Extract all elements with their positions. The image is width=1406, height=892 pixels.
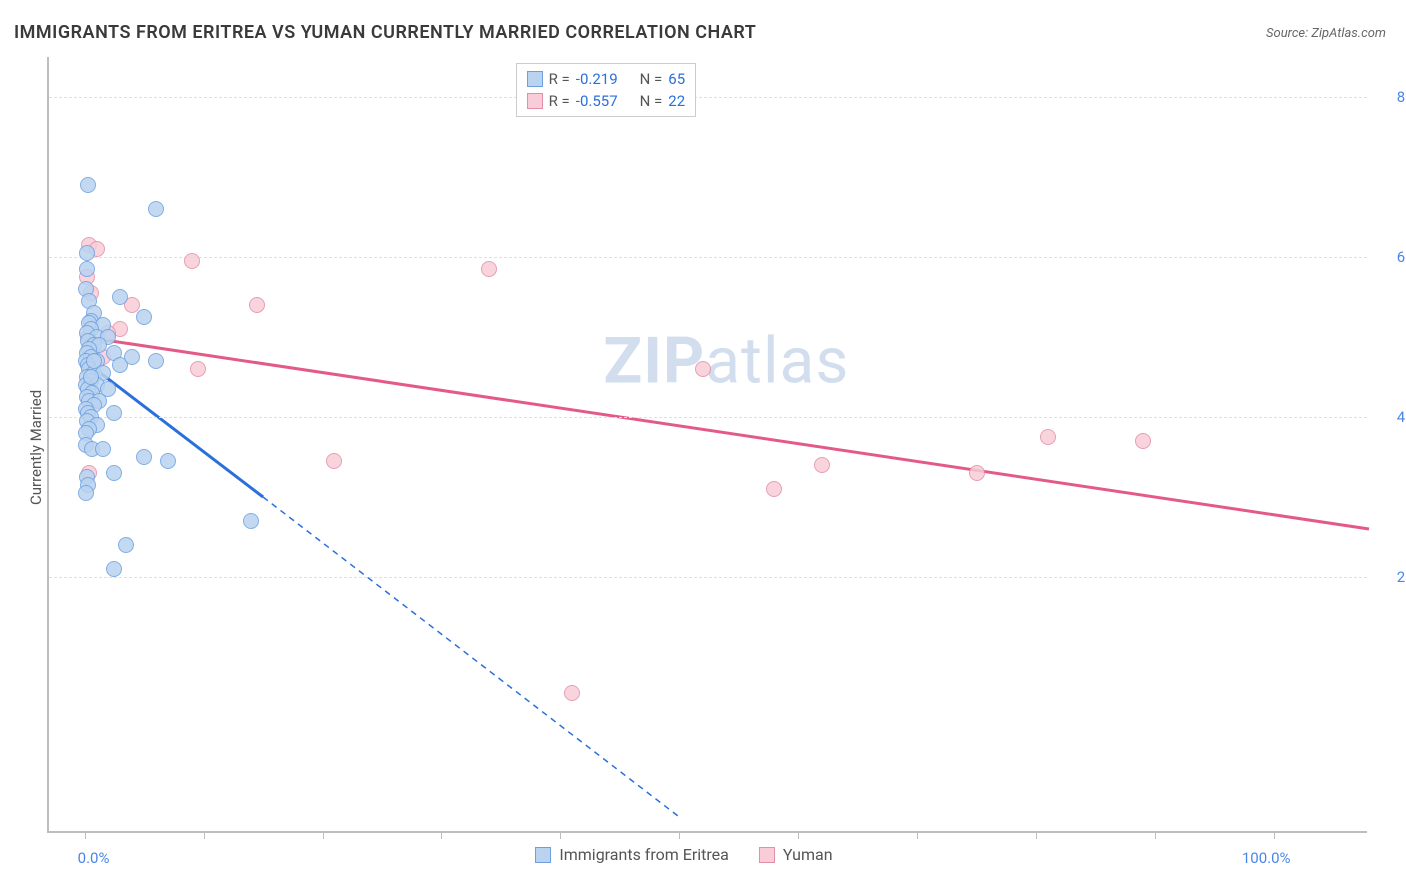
x-axis-label-right: 100.0% — [1242, 849, 1291, 867]
scatter-point-a — [243, 513, 259, 529]
y-tick-label: 20.0% — [1377, 568, 1406, 586]
x-tick — [560, 831, 561, 839]
scatter-point-a — [106, 465, 122, 481]
watermark-bold: ZIP — [603, 324, 705, 399]
legend-item-a: Immigrants from Eritrea — [535, 845, 728, 864]
x-tick — [1155, 831, 1156, 839]
x-tick — [323, 831, 324, 839]
n-label: N = — [640, 92, 663, 110]
x-tick — [679, 831, 680, 839]
watermark-rest: atlas — [705, 324, 849, 399]
scatter-point-a — [148, 201, 164, 217]
r-value-a: -0.219 — [576, 70, 618, 88]
source-credit: Source: ZipAtlas.com — [1266, 26, 1386, 41]
scatter-point-a — [83, 369, 99, 385]
scatter-point-b — [969, 465, 985, 481]
swatch-series-b — [527, 93, 543, 109]
legend-item-b: Yuman — [759, 845, 833, 864]
series-a-name: Immigrants from Eritrea — [559, 845, 728, 864]
scatter-point-a — [112, 289, 128, 305]
chart-title: IMMIGRANTS FROM ERITREA VS YUMAN CURRENT… — [14, 22, 756, 43]
series-legend: Immigrants from Eritrea Yuman — [535, 845, 832, 864]
scatter-point-a — [124, 349, 140, 365]
gridline — [49, 577, 1367, 578]
series-b-name: Yuman — [783, 845, 833, 864]
r-label: R = — [549, 92, 570, 110]
scatter-point-a — [79, 261, 95, 277]
y-axis-label: Currently Married — [27, 390, 45, 505]
correlation-legend: R = -0.219 N = 65 R = -0.557 N = 22 — [516, 63, 697, 117]
n-label: N = — [640, 70, 663, 88]
chart-plot-area: ZIPatlas 20.0%40.0%60.0%80.0% — [47, 57, 1367, 833]
scatter-point-b — [184, 253, 200, 269]
scatter-point-b — [1040, 429, 1056, 445]
scatter-point-a — [106, 561, 122, 577]
scatter-point-a — [136, 309, 152, 325]
scatter-point-b — [695, 361, 711, 377]
scatter-point-a — [136, 449, 152, 465]
x-tick — [204, 831, 205, 839]
scatter-point-a — [78, 485, 94, 501]
scatter-point-a — [95, 441, 111, 457]
n-value-a: 65 — [668, 70, 685, 88]
swatch-series-b-bottom — [759, 847, 775, 863]
scatter-point-b — [814, 457, 830, 473]
scatter-point-a — [148, 353, 164, 369]
swatch-series-a-bottom — [535, 847, 551, 863]
scatter-point-a — [86, 353, 102, 369]
scatter-point-a — [160, 453, 176, 469]
chart-lines — [49, 57, 1369, 833]
x-tick — [1036, 831, 1037, 839]
r-value-b: -0.557 — [576, 92, 618, 110]
scatter-point-b — [481, 261, 497, 277]
watermark: ZIPatlas — [603, 324, 849, 399]
gridline — [49, 417, 1367, 418]
gridline — [49, 97, 1367, 98]
x-tick — [85, 831, 86, 839]
scatter-point-b — [326, 453, 342, 469]
y-tick-label: 60.0% — [1377, 248, 1406, 266]
scatter-point-b — [1135, 433, 1151, 449]
scatter-point-b — [766, 481, 782, 497]
legend-row-a: R = -0.219 N = 65 — [527, 68, 686, 90]
scatter-point-a — [80, 177, 96, 193]
gridline — [49, 257, 1367, 258]
x-tick — [917, 831, 918, 839]
y-tick-label: 40.0% — [1377, 408, 1406, 426]
n-value-b: 22 — [668, 92, 685, 110]
x-axis-label-left: 0.0% — [78, 849, 110, 867]
swatch-series-a — [527, 71, 543, 87]
legend-row-b: R = -0.557 N = 22 — [527, 90, 686, 112]
scatter-point-b — [564, 685, 580, 701]
x-tick — [798, 831, 799, 839]
scatter-point-b — [249, 297, 265, 313]
scatter-point-a — [106, 405, 122, 421]
y-tick-label: 80.0% — [1377, 88, 1406, 106]
x-tick — [441, 831, 442, 839]
scatter-point-b — [190, 361, 206, 377]
x-tick — [1274, 831, 1275, 839]
scatter-point-a — [118, 537, 134, 553]
r-label: R = — [549, 70, 570, 88]
scatter-point-a — [79, 245, 95, 261]
